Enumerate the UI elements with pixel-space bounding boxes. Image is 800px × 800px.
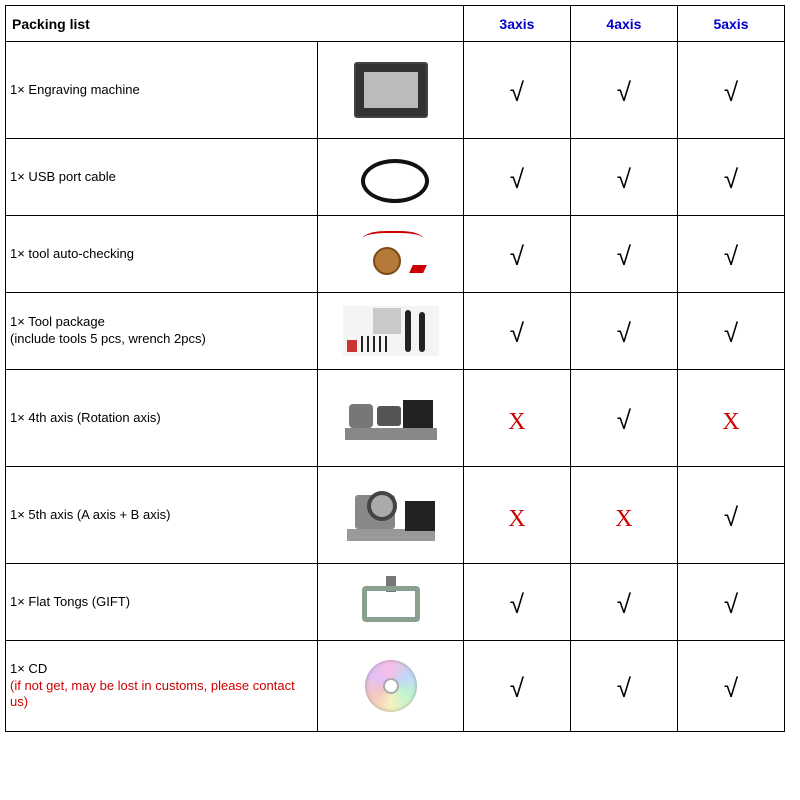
cell-5axis: √ [677,139,784,216]
cell-4axis: √ [570,42,677,139]
packing-list-table: Packing list 3axis 4axis 5axis 1× Engrav… [5,5,785,732]
col-5axis: 5axis [677,6,784,42]
item-label: 1× CD (if not get, may be lost in custom… [6,641,318,732]
item-image [318,370,464,467]
item-image [318,641,464,732]
table-row: 1× tool auto-checking √ √ √ [6,216,785,293]
cell-3axis: X [463,370,570,467]
cell-3axis: √ [463,641,570,732]
cell-5axis: X [677,370,784,467]
item-label: 1× Engraving machine [6,42,318,139]
cell-5axis: √ [677,564,784,641]
cell-5axis: √ [677,641,784,732]
cell-4axis: √ [570,641,677,732]
item-label: 1× 5th axis (A axis + B axis) [6,467,318,564]
cell-4axis: √ [570,564,677,641]
fifth-axis-icon [341,485,441,545]
tool-package-icon [343,306,439,356]
cell-3axis: √ [463,216,570,293]
fourth-axis-icon [341,390,441,446]
table-row: 1× 4th axis (Rotation axis) X √ X [6,370,785,467]
col-3axis: 3axis [463,6,570,42]
cell-3axis: X [463,467,570,564]
tool-autocheck-icon [355,229,427,279]
cell-4axis: √ [570,139,677,216]
cell-4axis: √ [570,293,677,370]
cd-icon [365,660,417,712]
flat-tongs-icon [356,576,426,628]
cell-5axis: √ [677,467,784,564]
table-row: 1× Tool package (include tools 5 pcs, wr… [6,293,785,370]
header-row: Packing list 3axis 4axis 5axis [6,6,785,42]
cell-3axis: √ [463,42,570,139]
item-image [318,139,464,216]
item-label: 1× USB port cable [6,139,318,216]
table-row: 1× USB port cable √ √ √ [6,139,785,216]
cell-4axis: √ [570,216,677,293]
cell-3axis: √ [463,293,570,370]
table-row: 1× Flat Tongs (GIFT) √ √ √ [6,564,785,641]
item-image [318,216,464,293]
cell-4axis: √ [570,370,677,467]
item-image [318,467,464,564]
item-label: 1× tool auto-checking [6,216,318,293]
item-image [318,564,464,641]
col-4axis: 4axis [570,6,677,42]
cell-5axis: √ [677,216,784,293]
usb-cable-icon [355,155,427,199]
cell-5axis: √ [677,293,784,370]
cell-3axis: √ [463,564,570,641]
cell-5axis: √ [677,42,784,139]
item-image [318,293,464,370]
table-row: 1× CD (if not get, may be lost in custom… [6,641,785,732]
table-row: 1× 5th axis (A axis + B axis) X X √ [6,467,785,564]
item-label: 1× 4th axis (Rotation axis) [6,370,318,467]
item-image [318,42,464,139]
table-row: 1× Engraving machine √ √ √ [6,42,785,139]
item-label: 1× Tool package (include tools 5 pcs, wr… [6,293,318,370]
item-label: 1× Flat Tongs (GIFT) [6,564,318,641]
packing-list-title: Packing list [6,6,464,42]
cell-4axis: X [570,467,677,564]
engraving-machine-icon [354,62,428,118]
cell-3axis: √ [463,139,570,216]
